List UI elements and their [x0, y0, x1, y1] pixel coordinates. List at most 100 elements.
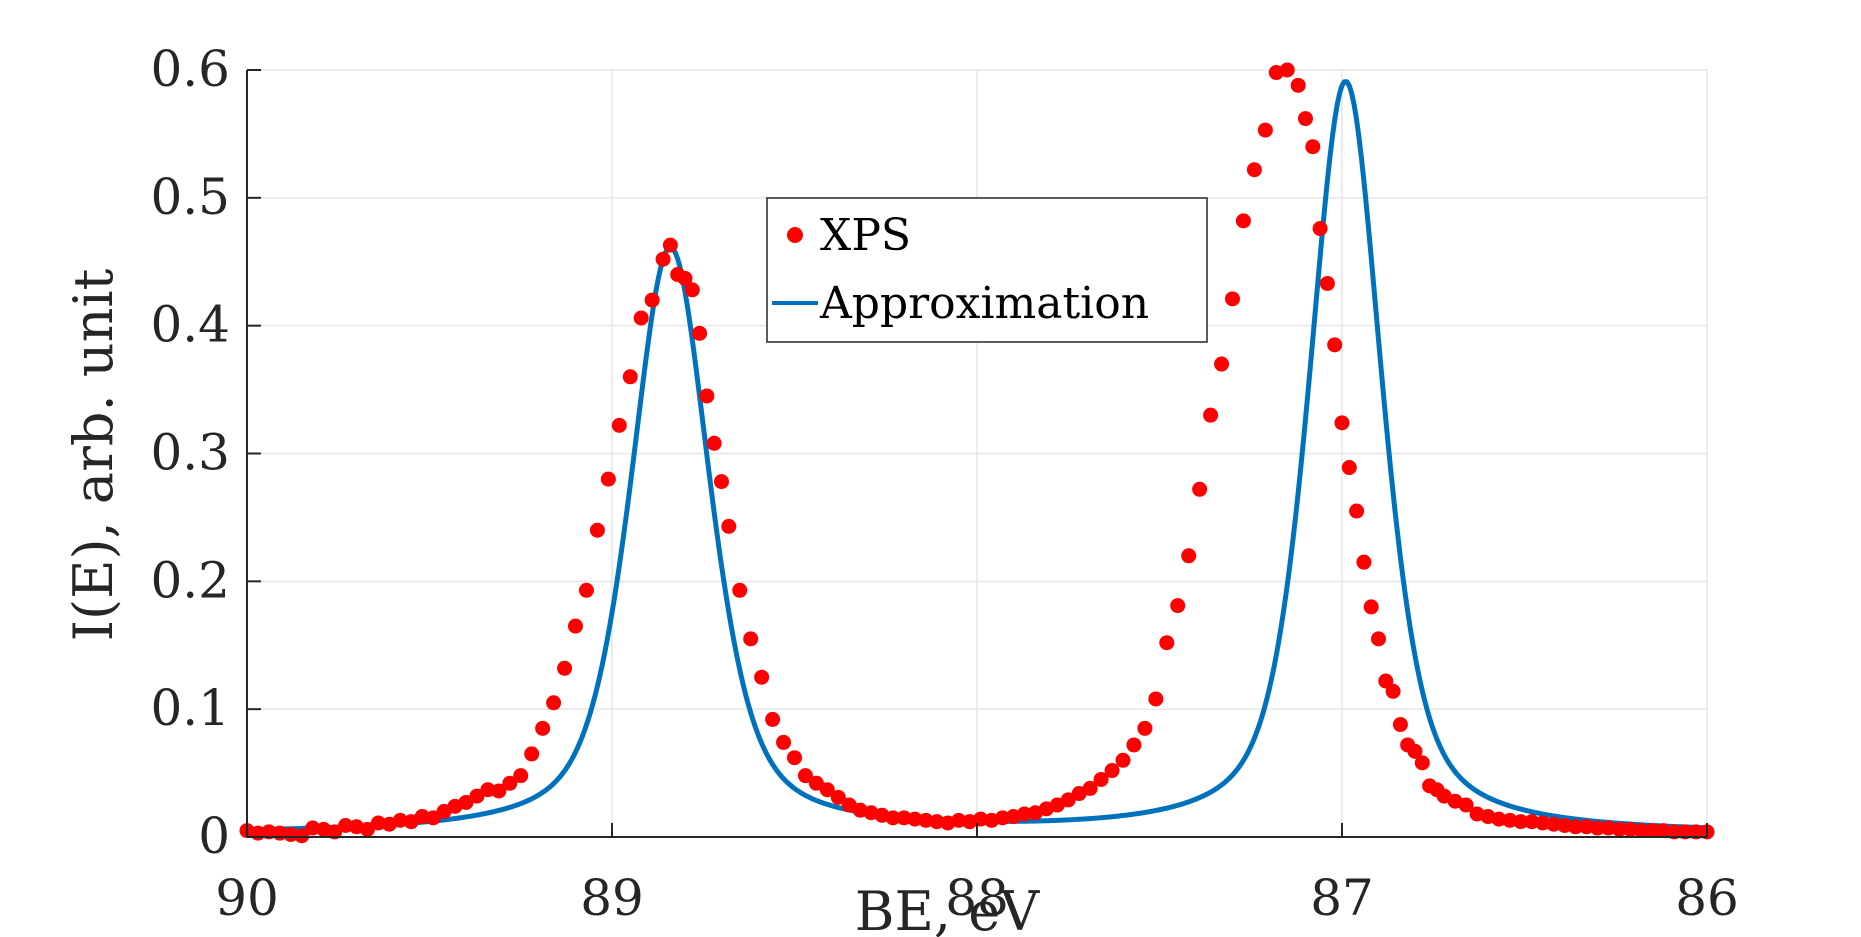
xps-point — [1349, 503, 1365, 519]
xps-point — [1327, 337, 1343, 353]
xps-point — [1392, 717, 1408, 733]
xps-point — [1115, 752, 1131, 768]
xps-point — [754, 669, 770, 685]
xps-point — [699, 388, 715, 404]
xps-point — [1137, 720, 1153, 736]
xps-point — [1633, 823, 1649, 839]
xps-point — [662, 237, 678, 253]
xps-point — [1257, 122, 1273, 138]
y-axis-title: I(E), arb. unit — [62, 268, 125, 641]
xps-point — [414, 809, 430, 825]
xps-series — [239, 62, 1715, 844]
xps-point — [392, 812, 408, 828]
y-tick-label: 0.6 — [150, 40, 230, 98]
xps-point — [1192, 481, 1208, 497]
xps-point — [327, 824, 343, 840]
xps-point — [644, 292, 660, 308]
xps-point — [338, 818, 354, 833]
xps-point — [655, 251, 671, 267]
xps-point — [1246, 162, 1262, 178]
xps-point — [743, 631, 759, 647]
xps-point — [896, 810, 912, 826]
xps-point — [885, 810, 901, 826]
xps-point — [502, 775, 518, 791]
xps-point — [1203, 407, 1219, 423]
x-tick-label: 86 — [1675, 869, 1739, 927]
xps-point — [808, 775, 824, 791]
xps-point — [973, 811, 989, 827]
y-tick-label: 0.2 — [150, 551, 230, 609]
xps-point — [1568, 819, 1584, 835]
xps-point — [951, 812, 967, 828]
y-tick-label: 0.3 — [150, 424, 230, 482]
xps-point — [714, 474, 729, 490]
xps-point — [1082, 780, 1098, 796]
xps-point — [491, 783, 507, 799]
xps-point — [458, 794, 474, 810]
xps-point — [1060, 792, 1076, 808]
xps-point — [294, 828, 310, 844]
xps-point — [513, 768, 529, 784]
xps-point — [1159, 635, 1175, 651]
xps-point — [589, 522, 605, 538]
legend-xps-label: XPS — [820, 210, 911, 261]
xps-point — [425, 810, 441, 826]
xps-point — [305, 820, 321, 836]
xps-point — [684, 282, 700, 298]
xps-point — [1181, 548, 1197, 564]
xps-point — [1016, 806, 1032, 822]
xps-point — [1305, 139, 1321, 155]
xps-point — [1655, 823, 1671, 839]
xps-point — [1148, 691, 1164, 707]
xps-point — [600, 471, 616, 487]
xps-point — [1524, 814, 1540, 830]
xps-point — [283, 826, 299, 842]
y-tick-label: 0 — [198, 807, 230, 865]
xps-point — [578, 582, 594, 598]
xps-point — [1491, 811, 1507, 827]
xps-point — [819, 782, 835, 798]
xps-point — [1535, 815, 1551, 831]
xps-point — [1546, 816, 1562, 832]
xps-point — [732, 582, 748, 598]
x-tick-label: 90 — [215, 869, 279, 927]
xps-point — [1557, 818, 1573, 833]
legend-xps-marker — [787, 227, 803, 243]
xps-point — [1579, 819, 1595, 835]
xps-point — [721, 518, 737, 534]
xps-point — [1363, 599, 1379, 615]
y-tick-label: 0.5 — [150, 168, 230, 226]
xps-point — [1356, 554, 1372, 570]
x-tick-label: 87 — [1310, 869, 1374, 927]
xps-point — [907, 811, 923, 827]
xps-point — [1513, 814, 1529, 830]
xps-point — [568, 618, 583, 634]
xps-point — [1341, 460, 1357, 476]
xps-point — [480, 782, 496, 798]
xps-point — [765, 711, 781, 727]
y-tick-label: 0.1 — [150, 679, 230, 737]
xps-point — [622, 369, 638, 385]
xps-point — [1622, 821, 1638, 837]
xps-point — [1600, 820, 1616, 836]
xps-point — [918, 812, 934, 828]
xps-point — [1279, 62, 1295, 78]
legend: XPS Approximation — [766, 197, 1208, 343]
ticks: 90 89 88 87 86 0 0.1 0.2 0.3 0.4 0.5 0.6 — [150, 40, 1738, 927]
xps-point — [1319, 275, 1335, 291]
x-tick-label: 89 — [580, 869, 644, 927]
xps-point — [469, 788, 485, 804]
xps-point — [1298, 111, 1313, 127]
xps-point — [1126, 737, 1142, 753]
xps-point — [633, 310, 649, 326]
xps-point — [1458, 797, 1474, 813]
xps-point — [1590, 820, 1605, 836]
xps-point — [1666, 824, 1682, 840]
xps-point — [1104, 763, 1120, 779]
y-tick-label: 0.4 — [150, 296, 230, 354]
xps-point — [557, 660, 573, 676]
xps-point — [261, 824, 277, 840]
xps-point — [1644, 823, 1660, 839]
xps-point — [797, 768, 813, 784]
